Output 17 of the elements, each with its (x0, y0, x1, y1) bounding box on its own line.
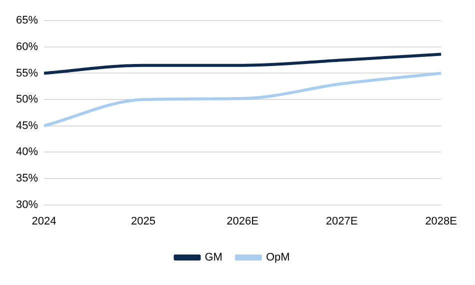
y-tick-label: 55% (16, 67, 38, 80)
x-tick-label: 2028E (425, 215, 457, 228)
y-tick-label: 30% (16, 198, 38, 211)
line-series (42, 72, 443, 128)
y-tick-label: 35% (16, 172, 38, 185)
line-series (42, 52, 443, 75)
y-tick-label: 40% (16, 146, 38, 158)
y-tick-label: 45% (16, 120, 38, 132)
y-tick-label: 60% (16, 40, 38, 53)
legend-label: OpM (266, 252, 290, 264)
x-tick-label: 2025 (131, 215, 156, 228)
y-tick-label: 65% (16, 14, 38, 27)
y-tick-label: 50% (16, 94, 38, 106)
x-tick-label: 2024 (32, 215, 56, 228)
x-tick-label: 2027E (326, 215, 358, 228)
x-tick-label: 2026E (226, 215, 258, 228)
legend-label: GM (204, 252, 222, 264)
